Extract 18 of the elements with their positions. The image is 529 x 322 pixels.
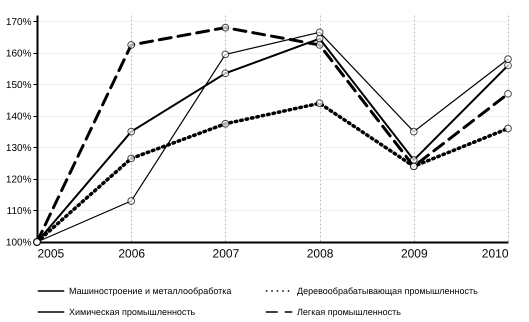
x-tick-label: 2009 — [400, 246, 428, 260]
y-tick-label: 130% — [6, 142, 32, 154]
x-tick-label: 2010 — [482, 246, 509, 260]
y-tick-label: 150% — [6, 80, 32, 91]
y-tick-label: 110% — [6, 206, 32, 217]
y-tick-label: 120% — [6, 174, 32, 186]
x-tick-label: 2006 — [118, 246, 146, 260]
y-tick-label: 160% — [6, 48, 32, 60]
legend-label: Легкая промышленность — [297, 307, 402, 317]
legend-label: Химическая промышленность — [69, 307, 196, 317]
x-tick-label: 2007 — [212, 246, 240, 260]
y-tick-label: 140% — [6, 111, 32, 122]
y-tick-label: 100% — [6, 238, 32, 248]
x-tick-label: 2008 — [306, 246, 334, 260]
x-tick-label: 2005 — [38, 246, 65, 260]
y-tick-label: 170% — [6, 16, 32, 28]
legend-label: Деревообрабатывающая промышленность — [297, 286, 478, 296]
legend-label: Машиностроение и металлообработка — [69, 286, 232, 296]
